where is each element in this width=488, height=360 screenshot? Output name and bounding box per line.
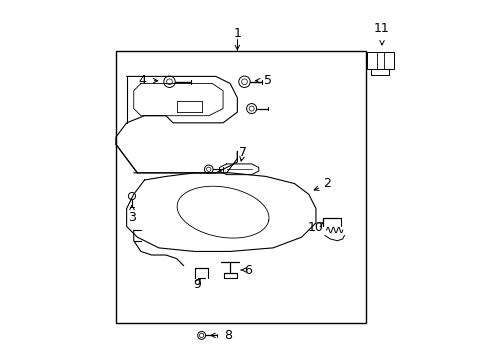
- Text: 9: 9: [193, 278, 201, 291]
- Text: 6: 6: [244, 264, 251, 276]
- Text: 11: 11: [373, 22, 389, 35]
- Text: 4: 4: [139, 74, 146, 87]
- Text: 7: 7: [238, 146, 246, 159]
- Text: 8: 8: [223, 329, 231, 342]
- Bar: [366, 52, 393, 69]
- Text: 2: 2: [322, 177, 330, 190]
- Text: 5: 5: [263, 74, 271, 87]
- Text: 10: 10: [306, 221, 323, 234]
- Text: 1: 1: [233, 27, 241, 40]
- Text: 3: 3: [128, 211, 136, 224]
- Bar: [116, 51, 365, 323]
